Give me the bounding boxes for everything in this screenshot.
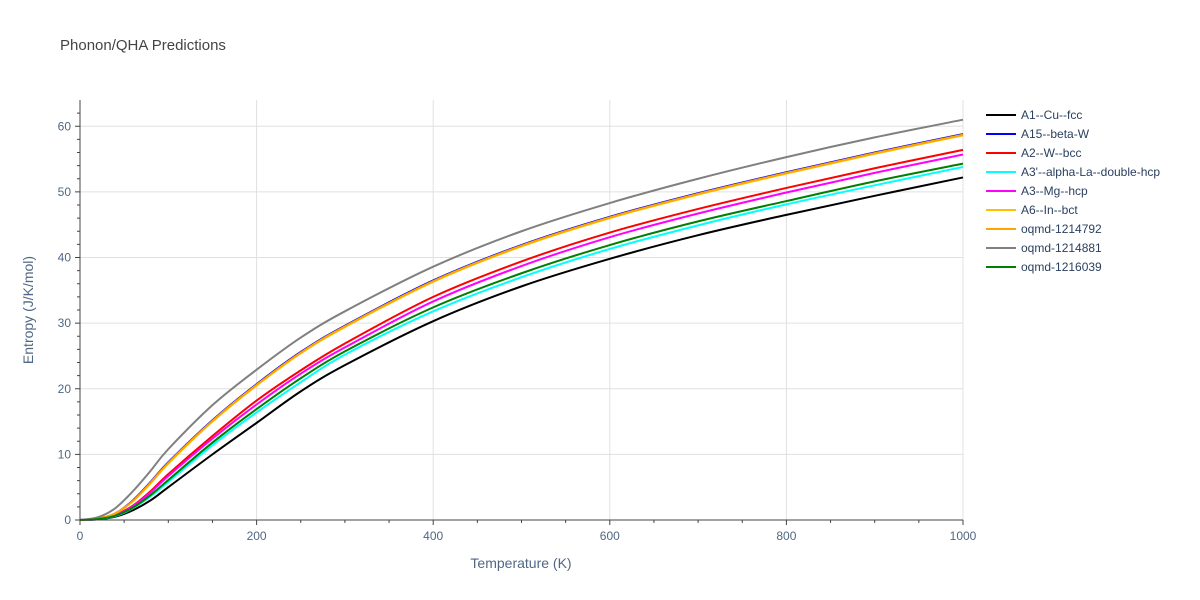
series-line-5 <box>79 134 964 521</box>
legend-item-7[interactable]: oqmd-1214881 <box>986 241 1102 255</box>
series-lines <box>79 118 964 521</box>
legend-label: oqmd-1214792 <box>1021 222 1102 236</box>
series-line-4 <box>79 153 964 521</box>
legend-label: A2--W--bcc <box>1021 146 1081 160</box>
series-line-3 <box>79 165 964 521</box>
y-tick-label: 30 <box>58 316 72 330</box>
x-axis-title: Temperature (K) <box>470 555 571 571</box>
series-line-7 <box>79 118 964 521</box>
series-line-8 <box>79 162 964 521</box>
y-tick-label: 40 <box>58 251 72 265</box>
legend-item-2[interactable]: A2--W--bcc <box>986 146 1081 160</box>
y-axis-title: Entropy (J/K/mol) <box>20 256 36 364</box>
series-line-0 <box>79 176 964 521</box>
y-tick-labels: 0 10 20 30 40 50 60 <box>58 119 72 527</box>
legend-item-6[interactable]: oqmd-1214792 <box>986 222 1102 236</box>
y-tick-label: 20 <box>58 382 72 396</box>
x-tick-label: 600 <box>600 529 620 543</box>
legend-label: A1--Cu--fcc <box>1021 108 1082 122</box>
legend-label: A6--In--bct <box>1021 203 1078 217</box>
y-tick-label: 0 <box>64 513 71 527</box>
y-tick-label: 10 <box>58 447 72 461</box>
x-tick-label: 0 <box>77 529 84 543</box>
x-tick-labels: 0 200 400 600 800 1000 <box>77 529 977 543</box>
legend-label: A15--beta-W <box>1021 127 1090 141</box>
series-line-6 <box>79 133 964 521</box>
legend-item-5[interactable]: A6--In--bct <box>986 203 1078 217</box>
gridlines <box>80 100 964 520</box>
x-tick-label: 800 <box>776 529 796 543</box>
legend-item-4[interactable]: A3--Mg--hcp <box>986 184 1088 198</box>
axes <box>75 100 964 525</box>
y-tick-label: 50 <box>58 185 72 199</box>
x-tick-label: 200 <box>247 529 267 543</box>
chart-title: Phonon/QHA Predictions <box>60 37 226 54</box>
x-tick-label: 1000 <box>950 529 977 543</box>
y-tick-label: 60 <box>58 119 72 133</box>
legend-label: A3'--alpha-La--double-hcp <box>1021 165 1160 179</box>
legend-label: oqmd-1214881 <box>1021 241 1102 255</box>
legend-item-0[interactable]: A1--Cu--fcc <box>986 108 1082 122</box>
legend-label: A3--Mg--hcp <box>1021 184 1088 198</box>
legend-item-8[interactable]: oqmd-1216039 <box>986 260 1102 274</box>
legend-label: oqmd-1216039 <box>1021 260 1102 274</box>
legend[interactable]: A1--Cu--fcc A15--beta-W A2--W--bcc A3'--alp… <box>986 108 1160 274</box>
legend-item-1[interactable]: A15--beta-W <box>986 127 1090 141</box>
x-tick-label: 400 <box>423 529 443 543</box>
legend-item-3[interactable]: A3'--alpha-La--double-hcp <box>986 165 1160 179</box>
